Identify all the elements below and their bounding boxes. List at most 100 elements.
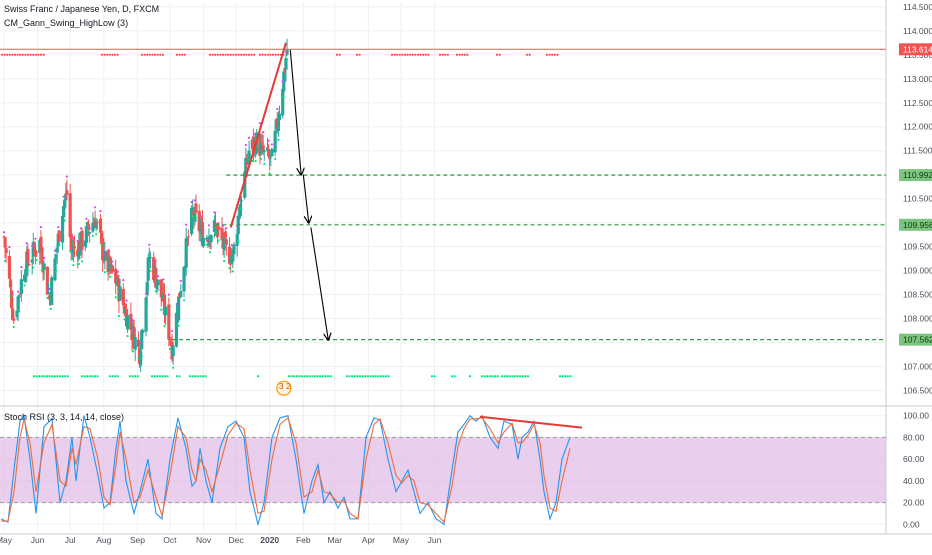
candle-body (212, 220, 216, 232)
projection-arrow (289, 49, 301, 175)
swing-signal-dot (353, 375, 356, 378)
support-price-tag-background (899, 218, 932, 231)
swing-signal-dot (416, 53, 420, 56)
swing-high-dot (167, 293, 170, 296)
swing-low-dot (259, 157, 263, 160)
support-price-tag-background (899, 169, 932, 182)
swing-signal-dot (493, 375, 497, 378)
swing-signal-dot (227, 53, 230, 56)
swing-signal-dot (548, 53, 551, 56)
candle-body (209, 235, 213, 243)
candle-body (45, 266, 49, 295)
swing-signal-dot (290, 375, 293, 378)
swing-high-dot (57, 226, 60, 229)
swing-signal-dot (401, 53, 404, 56)
swing-markers (0, 50, 572, 378)
candle-body (80, 230, 84, 250)
candle-body (223, 231, 227, 238)
swing-signal-dot (143, 53, 146, 56)
swing-signal-dot (208, 53, 212, 56)
candles (2, 38, 289, 373)
candle-body (42, 263, 46, 270)
swing-signal-dot (313, 375, 317, 378)
swing-high-dot (190, 201, 193, 204)
candle-body (243, 171, 247, 198)
candle-body (162, 294, 167, 315)
swing-low-dot (123, 318, 126, 321)
swing-low-dot (154, 290, 157, 293)
swing-low-dot (117, 314, 121, 318)
swing-signal-dot (166, 375, 169, 378)
swing-high-dot (93, 206, 97, 209)
swing-signal-dot (3, 53, 6, 56)
swing-signal-dot (569, 375, 572, 378)
swing-signal-dot (111, 53, 114, 56)
swing-signal-dot (245, 53, 248, 56)
swing-low-dot (231, 270, 234, 273)
time-axis: May Jun Jul Aug Sep Oct Nov Dec 2020 Feb Mar Apr May… (0, 535, 442, 545)
candle-body (198, 228, 202, 233)
swing-low-dot (114, 296, 117, 299)
swing-signal-dot (453, 375, 456, 378)
candle-body (2, 236, 6, 238)
swing-signal-dot (329, 375, 332, 378)
price-tick-label: 113.000 (903, 74, 932, 84)
swing-signal-dot (35, 375, 38, 378)
swing-low-dot (12, 325, 15, 329)
candle-body (139, 352, 143, 366)
swing-signal-dot (508, 375, 511, 378)
swing-signal-dot (455, 53, 459, 56)
swing-signal-dot (86, 375, 89, 378)
swing-low-dot (35, 258, 38, 262)
candle-body (108, 257, 112, 270)
candle-body (179, 291, 183, 297)
swing-high-dot (162, 278, 165, 281)
swing-signal-dot (93, 375, 97, 378)
swing-signal-dot (503, 375, 506, 378)
swing-signal-dot (524, 375, 527, 378)
candle-body (55, 247, 59, 253)
candle-body (40, 247, 44, 264)
swing-signal-dot (83, 375, 86, 378)
swing-signal-dot (250, 53, 253, 56)
projection-arrow (310, 227, 328, 339)
swing-signal-dot (8, 53, 11, 56)
swing-signal-dot (234, 53, 238, 56)
swing-high-dot (88, 227, 91, 230)
swing-signal-dot (16, 53, 19, 56)
swing-high-dot (276, 107, 279, 111)
oscillator-tick-label: 40.00 (903, 476, 925, 486)
oscillator-tick-label: 100.00 (903, 411, 929, 421)
swing-signal-dot (528, 53, 531, 56)
swing-signal-dot (369, 375, 372, 378)
swing-low-dot (172, 366, 175, 369)
swing-high-dot (108, 249, 111, 252)
candle-body (167, 304, 171, 340)
swing-low-dot (205, 243, 208, 246)
swing-low-dot (131, 350, 135, 353)
swing-signal-dot (287, 375, 291, 378)
swing-signal-dot (199, 375, 202, 378)
swing-signal-dot (188, 375, 192, 378)
candle-body (217, 226, 221, 230)
candle-body (65, 190, 69, 195)
swing-signal-dot (194, 375, 197, 378)
price-tick-label: 112.000 (903, 122, 932, 132)
candle-body (53, 258, 57, 281)
swing-signal-dot (486, 375, 489, 378)
swing-signal-dot (175, 375, 179, 378)
swing-low-dot (49, 307, 52, 310)
swing-signal-dot (253, 53, 256, 56)
swing-high-dot (202, 229, 205, 232)
swing-signal-dot (269, 53, 272, 56)
candle-body (235, 234, 239, 246)
swing-signal-dot (419, 53, 422, 56)
swing-low-dot (263, 162, 266, 166)
candle-body (114, 268, 118, 284)
candle-body (284, 58, 288, 70)
swing-signal-dot (300, 375, 304, 378)
time-tick-label: Mar (327, 535, 342, 545)
swing-signal-dot (511, 375, 514, 378)
swing-signal-dot (556, 53, 559, 56)
